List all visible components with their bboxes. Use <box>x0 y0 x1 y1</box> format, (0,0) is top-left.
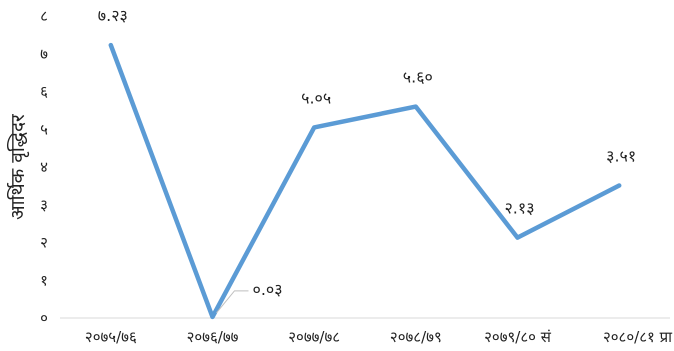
data-label: ५.०५ <box>301 88 331 107</box>
y-axis-ticks: ० १ २ ३ ४ ५ ६ ७ ८ <box>40 7 48 327</box>
y-axis-label: आर्थिक वृद्धिदर <box>6 113 30 220</box>
y-tick-label: ६ <box>40 83 48 101</box>
x-tick-label: २०७८/७९ <box>390 328 442 346</box>
data-label: ३.५१ <box>606 146 636 165</box>
y-tick-label: ० <box>40 309 48 327</box>
x-tick-label: २०७७/७८ <box>288 328 340 346</box>
y-tick-label: ५ <box>40 120 48 138</box>
x-tick-label: २०७९/८० सं <box>484 328 552 346</box>
y-tick-label: २ <box>40 234 48 252</box>
y-tick-label: ७ <box>40 45 48 63</box>
data-label-leader <box>216 290 249 314</box>
x-axis-ticks: २०७५/७६ २०७६/७७ २०७७/७८ २०७८/७९ २०७९/८० सं २०… <box>85 328 673 346</box>
x-tick-label: २०७६/७७ <box>187 328 239 346</box>
data-label: २.१३ <box>504 199 534 218</box>
y-tick-label: ८ <box>40 7 48 25</box>
data-label: ७.२३ <box>98 6 128 25</box>
data-label: ०.०३ <box>253 280 283 299</box>
data-label: ५.६० <box>403 68 433 87</box>
data-labels: ७.२३ ०.०३ ५.०५ ५.६० २.१३ ३.५१ <box>98 6 636 299</box>
x-tick-label: २०८०/८१ प्रा <box>603 328 673 346</box>
series-line <box>108 42 622 320</box>
leader-line <box>216 290 249 314</box>
y-tick-label: ३ <box>40 196 48 214</box>
y-tick-label: १ <box>40 271 48 289</box>
x-tick-label: २०७५/७६ <box>85 328 137 346</box>
y-tick-label: ४ <box>40 158 48 176</box>
